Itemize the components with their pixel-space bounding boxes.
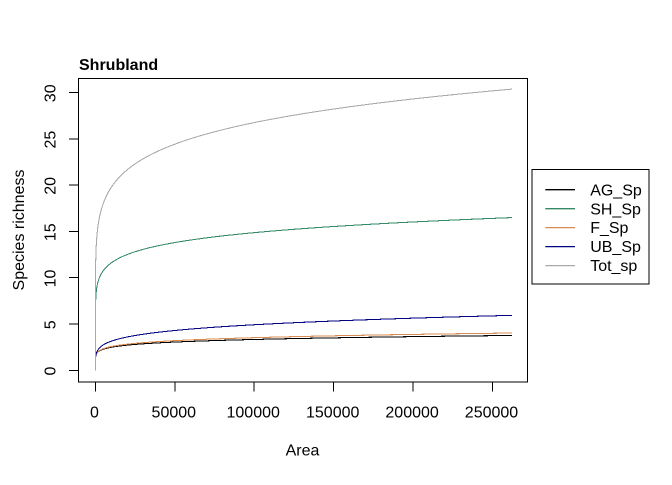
svg-text:10: 10 [43, 270, 60, 288]
svg-text:30: 30 [43, 84, 60, 102]
svg-text:15: 15 [43, 223, 60, 241]
svg-text:25: 25 [43, 131, 60, 149]
svg-text:Species richness: Species richness [11, 170, 28, 291]
svg-text:SH_Sp: SH_Sp [590, 201, 641, 218]
svg-text:0: 0 [90, 404, 99, 421]
svg-text:50000: 50000 [152, 404, 197, 421]
svg-text:20: 20 [43, 177, 60, 195]
svg-text:200000: 200000 [385, 404, 438, 421]
svg-text:100000: 100000 [227, 404, 280, 421]
svg-text:Area: Area [286, 442, 320, 459]
svg-text:150000: 150000 [306, 404, 359, 421]
svg-text:F_Sp: F_Sp [590, 220, 628, 237]
svg-text:5: 5 [43, 320, 60, 329]
svg-text:0: 0 [43, 367, 60, 376]
svg-text:Tot_sp: Tot_sp [590, 258, 637, 275]
svg-text:Shrubland: Shrubland [79, 57, 158, 74]
svg-text:250000: 250000 [465, 404, 518, 421]
svg-text:AG_Sp: AG_Sp [590, 182, 642, 199]
svg-text:UB_Sp: UB_Sp [590, 239, 641, 256]
